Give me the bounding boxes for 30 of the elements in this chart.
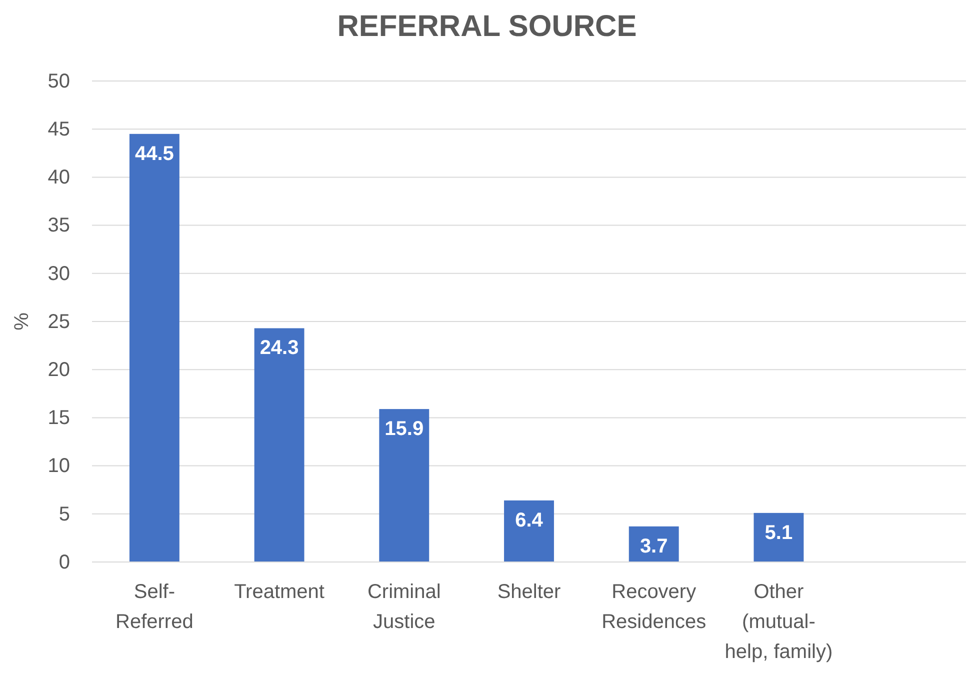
x-tick-label: Treatment — [234, 581, 325, 604]
bar — [754, 512, 804, 562]
y-tick-label: 45 — [48, 118, 70, 140]
x-tick-label: Recovery Residences — [602, 581, 706, 634]
y-tick-label: 50 — [48, 70, 70, 92]
bar — [379, 409, 430, 562]
data-label: 3.7 — [640, 535, 668, 558]
data-label: 24.3 — [260, 337, 299, 360]
y-tick-label: 20 — [48, 359, 70, 381]
y-tick-label: 5 — [58, 503, 70, 526]
chart-title: REFERRAL SOURCE — [337, 10, 637, 43]
x-tick-label: Other (mutual-help, family) — [724, 581, 833, 664]
y-tick-label: 35 — [48, 214, 70, 237]
bar — [254, 328, 304, 562]
bar — [504, 500, 554, 562]
y-tick-label: 25 — [48, 310, 70, 333]
y-tick-label: 40 — [48, 166, 70, 189]
data-label: 6.4 — [515, 509, 544, 532]
data-label: 15.9 — [384, 418, 424, 440]
y-tick-label: 0 — [58, 551, 70, 574]
data-label: 44.5 — [134, 142, 174, 165]
x-tick-label: Shelter — [497, 581, 562, 604]
x-tick-label: Criminal Justice — [367, 581, 441, 634]
x-tick-label: Self-Referred — [116, 581, 194, 634]
y-tick-label: 10 — [48, 455, 70, 478]
bar — [129, 134, 180, 562]
y-tick-label: 30 — [48, 262, 70, 285]
y-axis-title: % — [11, 312, 33, 330]
y-tick-label: 15 — [48, 407, 70, 430]
data-label: 5.1 — [764, 522, 793, 544]
